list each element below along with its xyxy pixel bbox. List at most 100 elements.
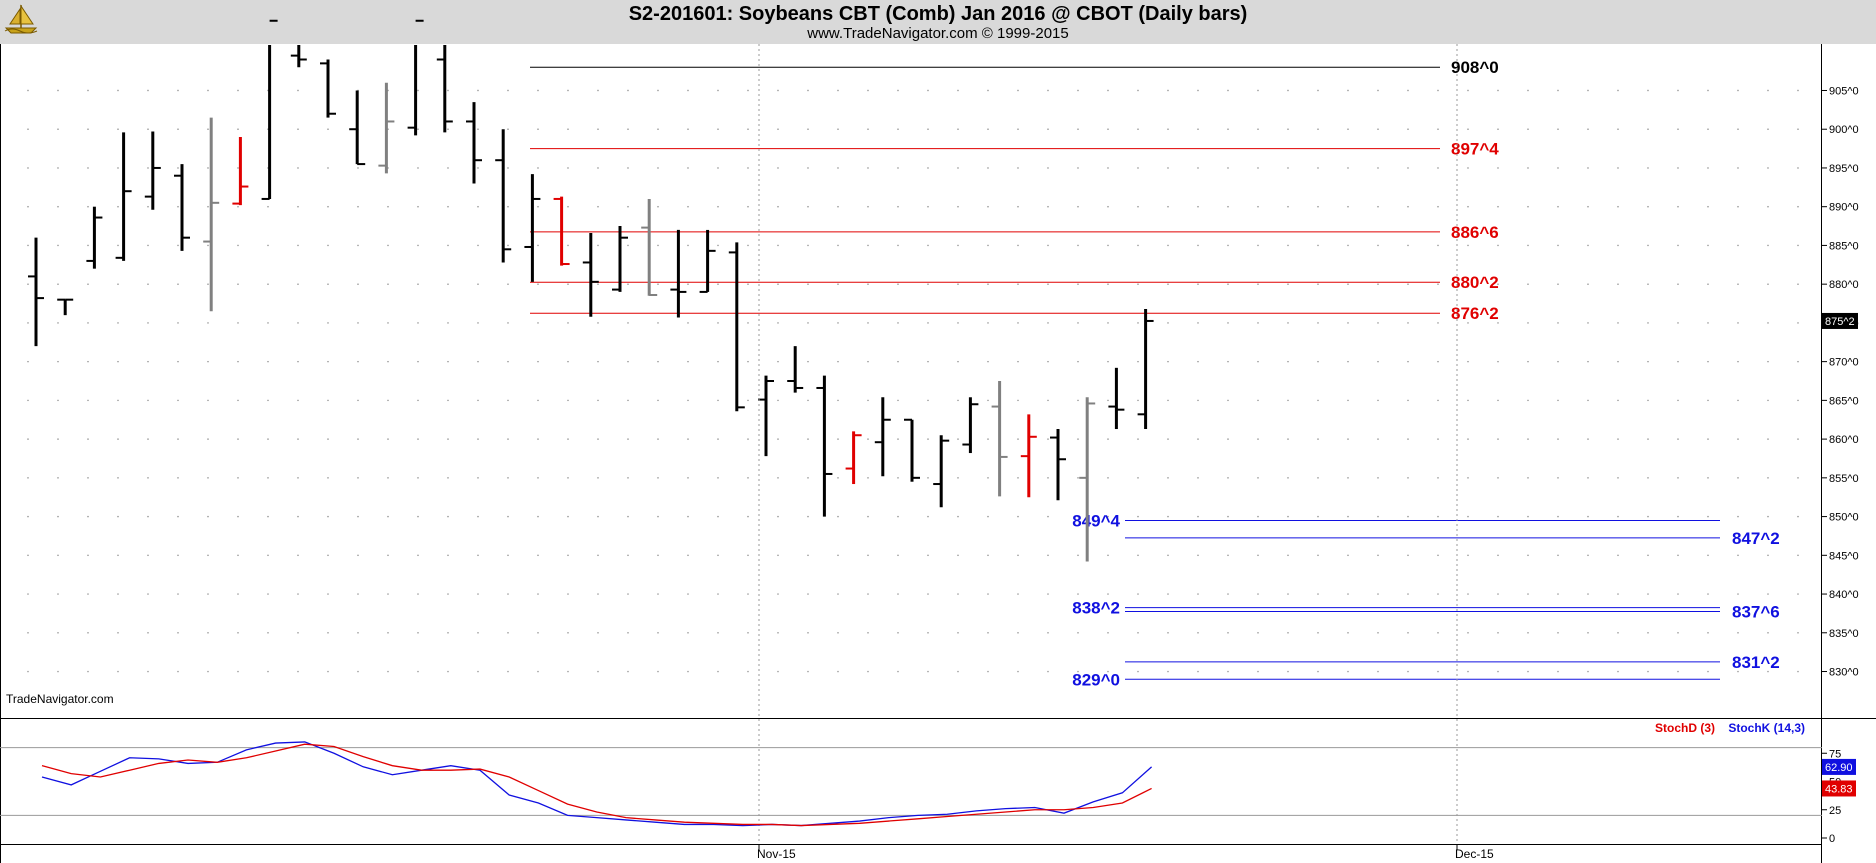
grid-dot bbox=[1077, 167, 1079, 169]
grid-dot bbox=[237, 477, 239, 479]
grid-dot bbox=[507, 283, 509, 285]
grid-dot bbox=[237, 399, 239, 402]
grid-dot bbox=[1017, 477, 1019, 479]
grid-dot bbox=[627, 631, 629, 634]
grid-dot bbox=[567, 631, 569, 634]
grid-dot bbox=[957, 360, 959, 363]
grid-dot bbox=[327, 283, 329, 285]
grid-dot bbox=[927, 283, 929, 285]
grid-dot bbox=[1197, 399, 1199, 402]
grid-dot bbox=[987, 167, 989, 169]
grid-dot bbox=[1497, 399, 1499, 402]
grid-dot bbox=[1677, 167, 1679, 169]
grid-dot bbox=[1467, 360, 1469, 363]
grid-dot bbox=[1167, 89, 1169, 92]
grid-dot bbox=[1137, 593, 1139, 595]
grid-dot bbox=[207, 89, 209, 92]
grid-dot bbox=[1617, 554, 1619, 557]
grid-dot bbox=[357, 399, 359, 402]
grid-dot bbox=[477, 631, 479, 634]
grid-dot bbox=[897, 167, 899, 169]
grid-dot bbox=[1347, 515, 1349, 518]
grid-dot bbox=[1557, 322, 1559, 324]
level-label: 837^6 bbox=[1732, 602, 1780, 621]
grid-dot bbox=[867, 515, 869, 518]
grid-dot bbox=[1737, 205, 1739, 208]
grid-dot bbox=[1137, 283, 1139, 285]
grid-dot bbox=[357, 477, 359, 479]
grid-dot bbox=[1077, 360, 1079, 363]
grid-dot bbox=[867, 360, 869, 363]
grid-dot bbox=[927, 167, 929, 169]
grid-dot bbox=[837, 167, 839, 169]
grid-dot bbox=[117, 670, 119, 673]
grid-dot bbox=[1407, 631, 1409, 634]
grid-dot bbox=[1707, 283, 1709, 285]
grid-dot bbox=[927, 89, 929, 92]
grid-dot bbox=[207, 205, 209, 208]
grid-dot bbox=[57, 554, 59, 557]
chart-header: S2-201601: Soybeans CBT (Comb) Jan 2016 … bbox=[0, 0, 1876, 44]
grid-dot bbox=[387, 477, 389, 479]
grid-dot bbox=[1467, 593, 1469, 595]
grid-dot bbox=[1017, 554, 1019, 557]
price-grid bbox=[27, 89, 1799, 673]
grid-dot bbox=[1287, 593, 1289, 595]
grid-dot bbox=[1197, 205, 1199, 208]
grid-dot bbox=[717, 205, 719, 208]
grid-dot bbox=[807, 128, 809, 131]
price-bar bbox=[320, 59, 336, 118]
grid-dot bbox=[1137, 438, 1139, 440]
grid-dot bbox=[1287, 670, 1289, 673]
grid-dot bbox=[297, 244, 299, 247]
grid-dot bbox=[267, 515, 269, 518]
grid-dot bbox=[87, 670, 89, 673]
grid-dot bbox=[27, 89, 29, 92]
grid-dot bbox=[537, 670, 539, 673]
grid-dot bbox=[687, 283, 689, 285]
price-bar bbox=[144, 131, 161, 210]
grid-dot bbox=[1407, 205, 1409, 208]
grid-dot bbox=[1437, 360, 1439, 363]
grid-dot bbox=[1587, 360, 1589, 363]
grid-dot bbox=[447, 438, 449, 440]
grid-dot bbox=[1767, 283, 1769, 285]
grid-dot bbox=[1227, 477, 1229, 479]
grid-dot bbox=[1047, 477, 1049, 479]
grid-dot bbox=[1047, 244, 1049, 247]
grid-dot bbox=[417, 593, 419, 595]
grid-dot bbox=[267, 631, 269, 634]
grid-dot bbox=[537, 167, 539, 169]
grid-dot bbox=[1407, 89, 1409, 92]
grid-dot bbox=[807, 670, 809, 673]
grid-dot bbox=[417, 283, 419, 285]
grid-dot bbox=[747, 283, 749, 285]
grid-dot bbox=[597, 283, 599, 285]
grid-dot bbox=[927, 205, 929, 208]
grid-dot bbox=[1407, 167, 1409, 169]
grid-dot bbox=[1677, 360, 1679, 363]
grid-dot bbox=[1677, 554, 1679, 557]
grid-dot bbox=[1227, 399, 1229, 402]
grid-dot bbox=[1317, 322, 1319, 324]
grid-dot bbox=[1437, 167, 1439, 169]
grid-dot bbox=[1317, 631, 1319, 634]
grid-dot bbox=[1527, 515, 1529, 518]
grid-dot bbox=[837, 554, 839, 557]
grid-dot bbox=[1617, 399, 1619, 402]
grid-dot bbox=[117, 89, 119, 92]
grid-dot bbox=[417, 554, 419, 557]
grid-dot bbox=[1017, 283, 1019, 285]
level-label: 829^0 bbox=[1072, 670, 1120, 689]
grid-dot bbox=[507, 515, 509, 518]
price-bar bbox=[670, 229, 687, 318]
price-bar bbox=[203, 117, 220, 312]
grid-dot bbox=[147, 554, 149, 557]
grid-dot bbox=[477, 670, 479, 673]
grid-dot bbox=[417, 205, 419, 208]
grid-dot bbox=[1677, 205, 1679, 208]
grid-dot bbox=[1767, 205, 1769, 208]
grid-dot bbox=[1437, 244, 1439, 247]
grid-dot bbox=[1407, 360, 1409, 363]
